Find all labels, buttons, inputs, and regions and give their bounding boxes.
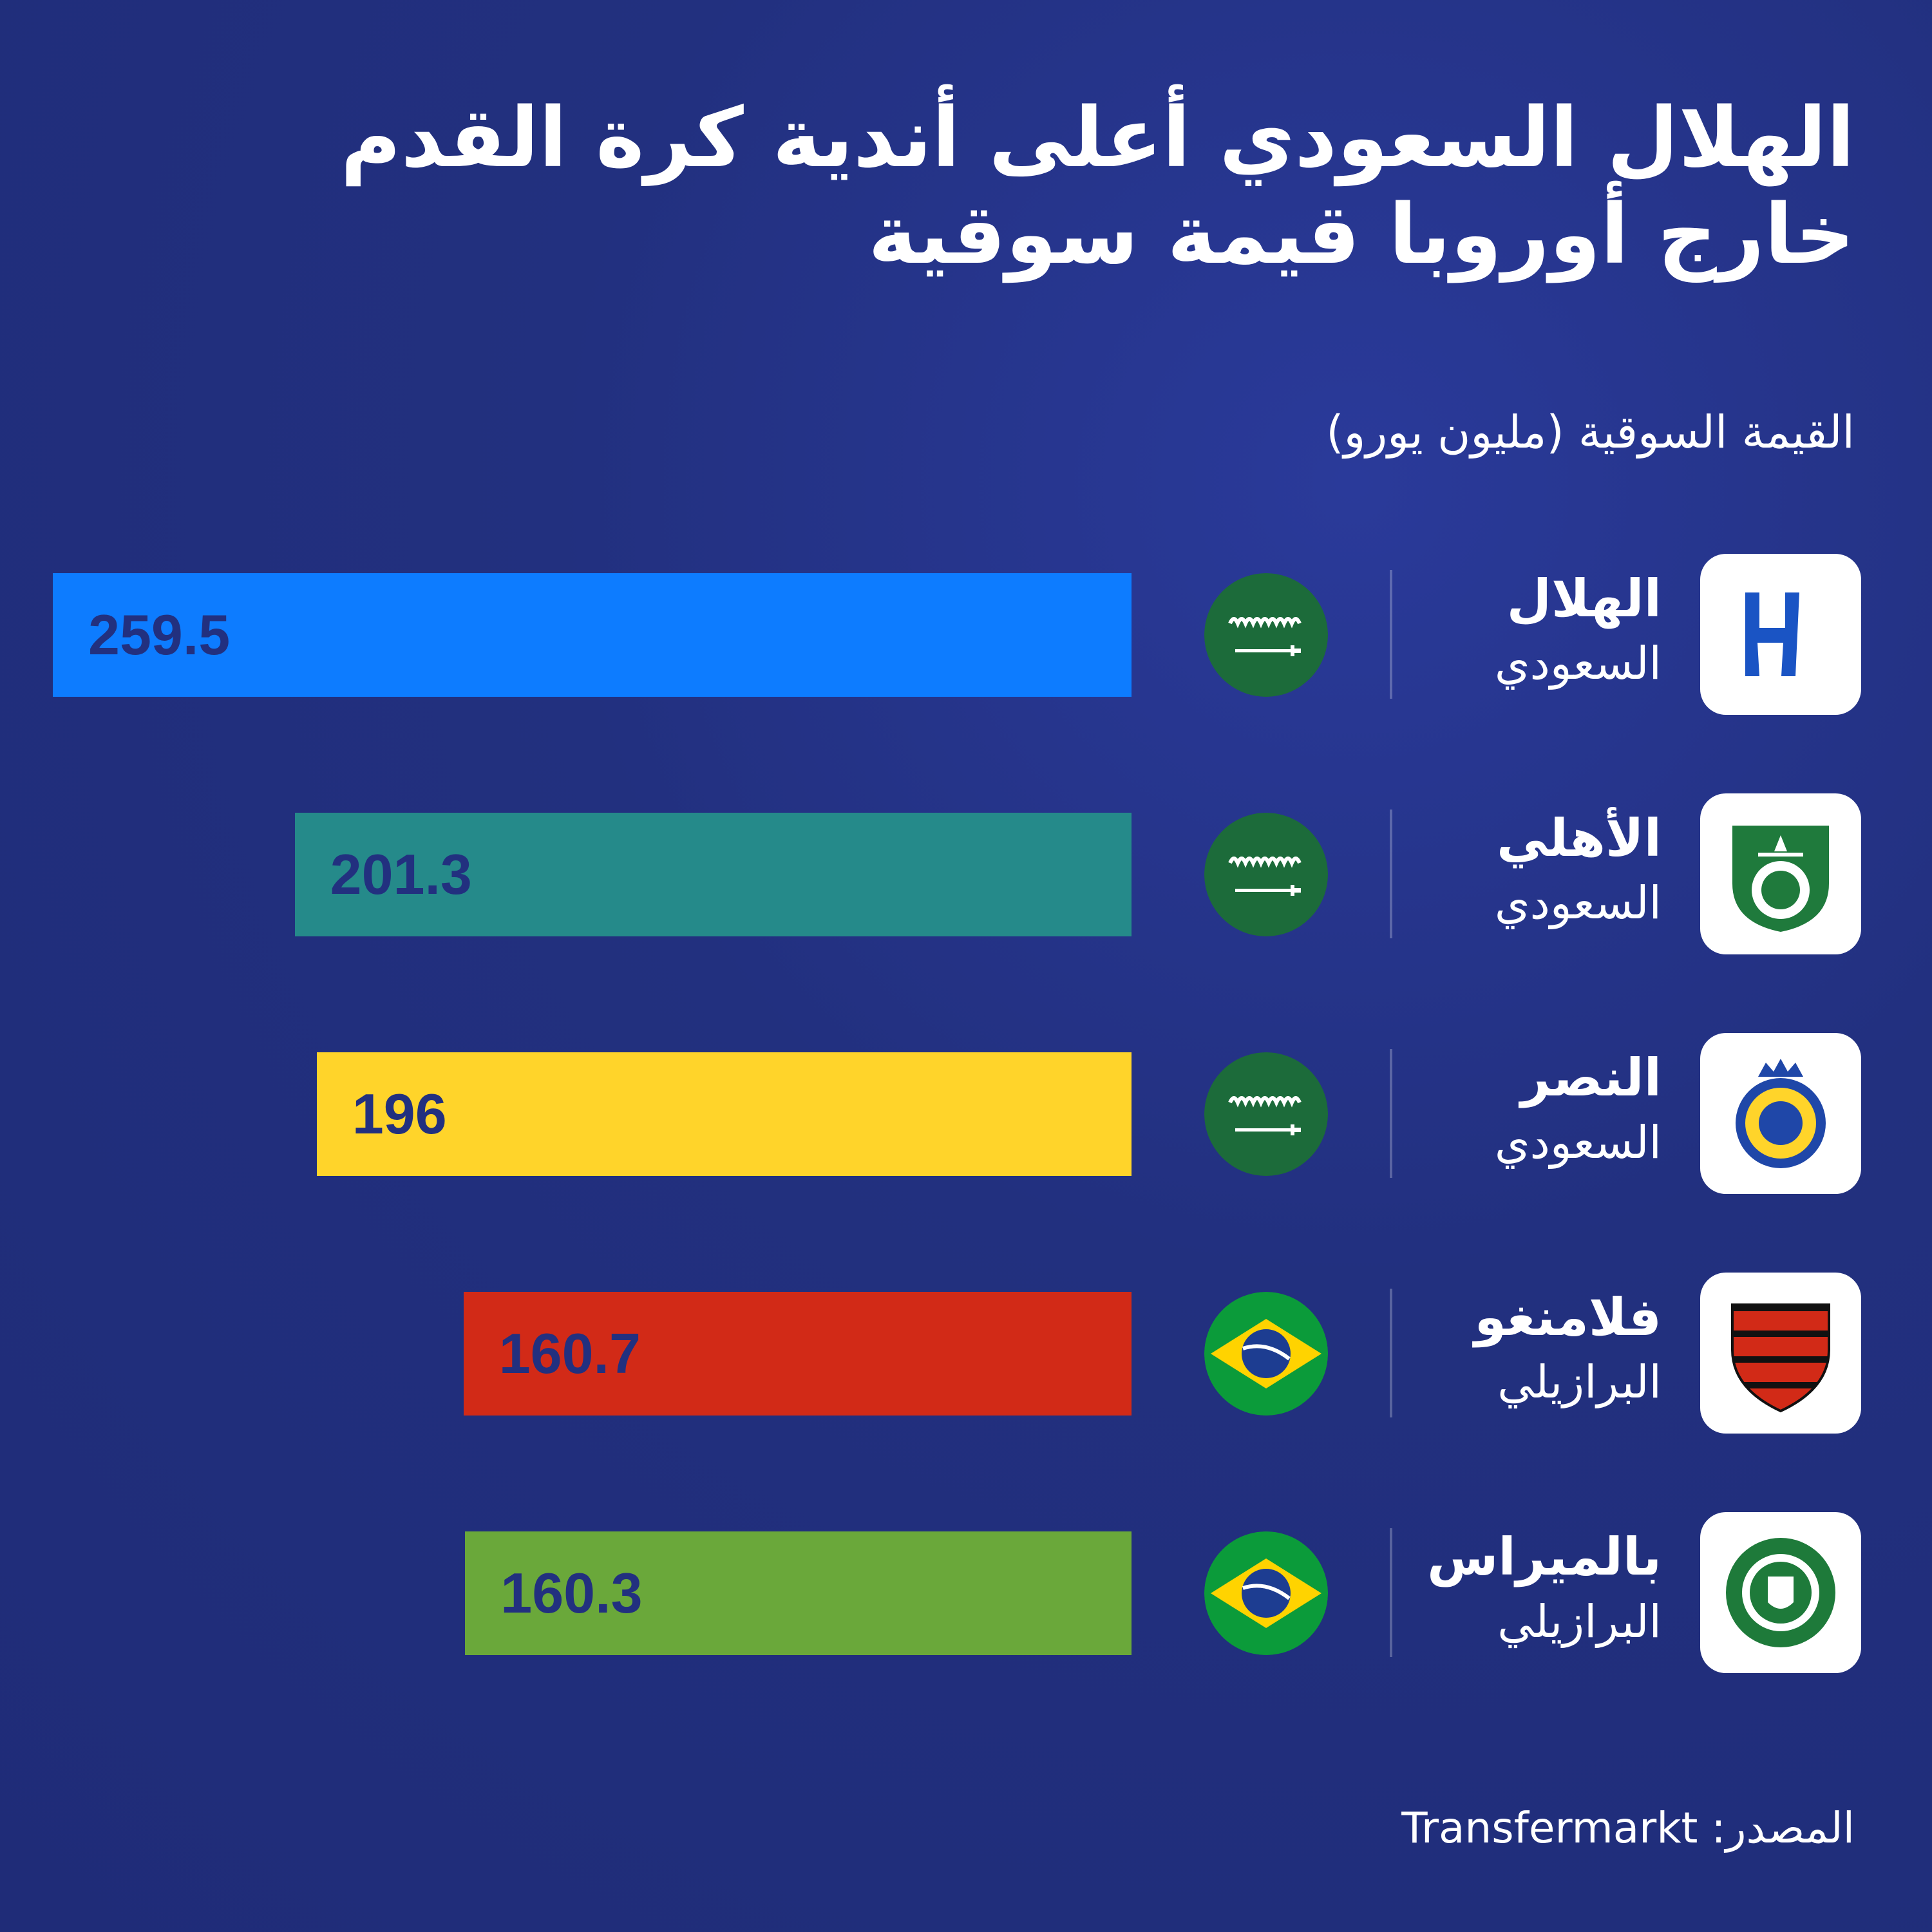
bar bbox=[463, 1292, 1132, 1416]
club-country: السعودي bbox=[1494, 637, 1662, 690]
club-logo bbox=[1700, 1273, 1861, 1434]
palmeiras-logo-icon bbox=[1726, 1538, 1835, 1647]
club-name: الهلال bbox=[1506, 569, 1662, 629]
chart-title: الهلال السعودي أعلى أندية كرة القدم خارج… bbox=[340, 90, 1855, 283]
bar-row: فلامنغو البرازيلي 160.7 bbox=[0, 1273, 1932, 1434]
club-country: السعودي bbox=[1494, 876, 1662, 929]
saudi-flag-icon bbox=[1204, 573, 1328, 697]
country-flag bbox=[1204, 1292, 1328, 1416]
country-flag bbox=[1204, 813, 1328, 936]
bar bbox=[53, 573, 1132, 697]
saudi-flag-icon bbox=[1204, 813, 1328, 936]
al-hilal-logo-icon bbox=[1745, 592, 1799, 676]
bar-row: بالميراس البرازيلي 160.3 bbox=[0, 1512, 1932, 1673]
bar bbox=[316, 1052, 1132, 1176]
club-logo bbox=[1700, 554, 1861, 715]
club-name: الأهلي bbox=[1496, 808, 1662, 868]
club-country: البرازيلي bbox=[1497, 1595, 1662, 1648]
bar-value-label: 259.5 bbox=[88, 603, 231, 667]
club-logo bbox=[1700, 1512, 1861, 1673]
al-nassr-logo-icon bbox=[1736, 1059, 1826, 1168]
bar-value-label: 160.3 bbox=[500, 1561, 643, 1625]
club-logo bbox=[1700, 793, 1861, 954]
bar-row: النصر السعودي 196 bbox=[0, 1033, 1932, 1194]
club-name: فلامنغو bbox=[1474, 1287, 1662, 1347]
saudi-flag-icon bbox=[1204, 1052, 1328, 1176]
al-ahli-logo-icon bbox=[1732, 826, 1829, 932]
brazil-flag-icon bbox=[1204, 1531, 1328, 1655]
club-logo bbox=[1700, 1033, 1861, 1194]
bar bbox=[465, 1531, 1132, 1655]
row-divider bbox=[1390, 1528, 1392, 1657]
club-name: النصر bbox=[1520, 1048, 1662, 1108]
row-divider bbox=[1390, 1289, 1392, 1417]
row-divider bbox=[1390, 570, 1392, 699]
chart-subtitle: القيمة السوقية (مليون يورو) bbox=[1326, 406, 1855, 459]
club-name: بالميراس bbox=[1427, 1527, 1662, 1587]
bar-value-label: 196 bbox=[352, 1082, 447, 1146]
brazil-flag-icon bbox=[1204, 1292, 1328, 1416]
club-country: السعودي bbox=[1494, 1116, 1662, 1169]
row-divider bbox=[1390, 1049, 1392, 1178]
country-flag bbox=[1204, 573, 1328, 697]
bar bbox=[294, 813, 1132, 936]
club-country: البرازيلي bbox=[1497, 1356, 1662, 1408]
country-flag bbox=[1204, 1052, 1328, 1176]
bar-value-label: 160.7 bbox=[498, 1321, 641, 1385]
bar-row: الأهلي السعودي 201.3 bbox=[0, 793, 1932, 954]
flamengo-logo-icon bbox=[1731, 1303, 1830, 1413]
bar-value-label: 201.3 bbox=[330, 842, 472, 906]
source-note: المصدر: Transfermarkt bbox=[1401, 1803, 1855, 1853]
row-divider bbox=[1390, 810, 1392, 938]
country-flag bbox=[1204, 1531, 1328, 1655]
bar-row: الهلال السعودي 259.5 bbox=[0, 554, 1932, 715]
